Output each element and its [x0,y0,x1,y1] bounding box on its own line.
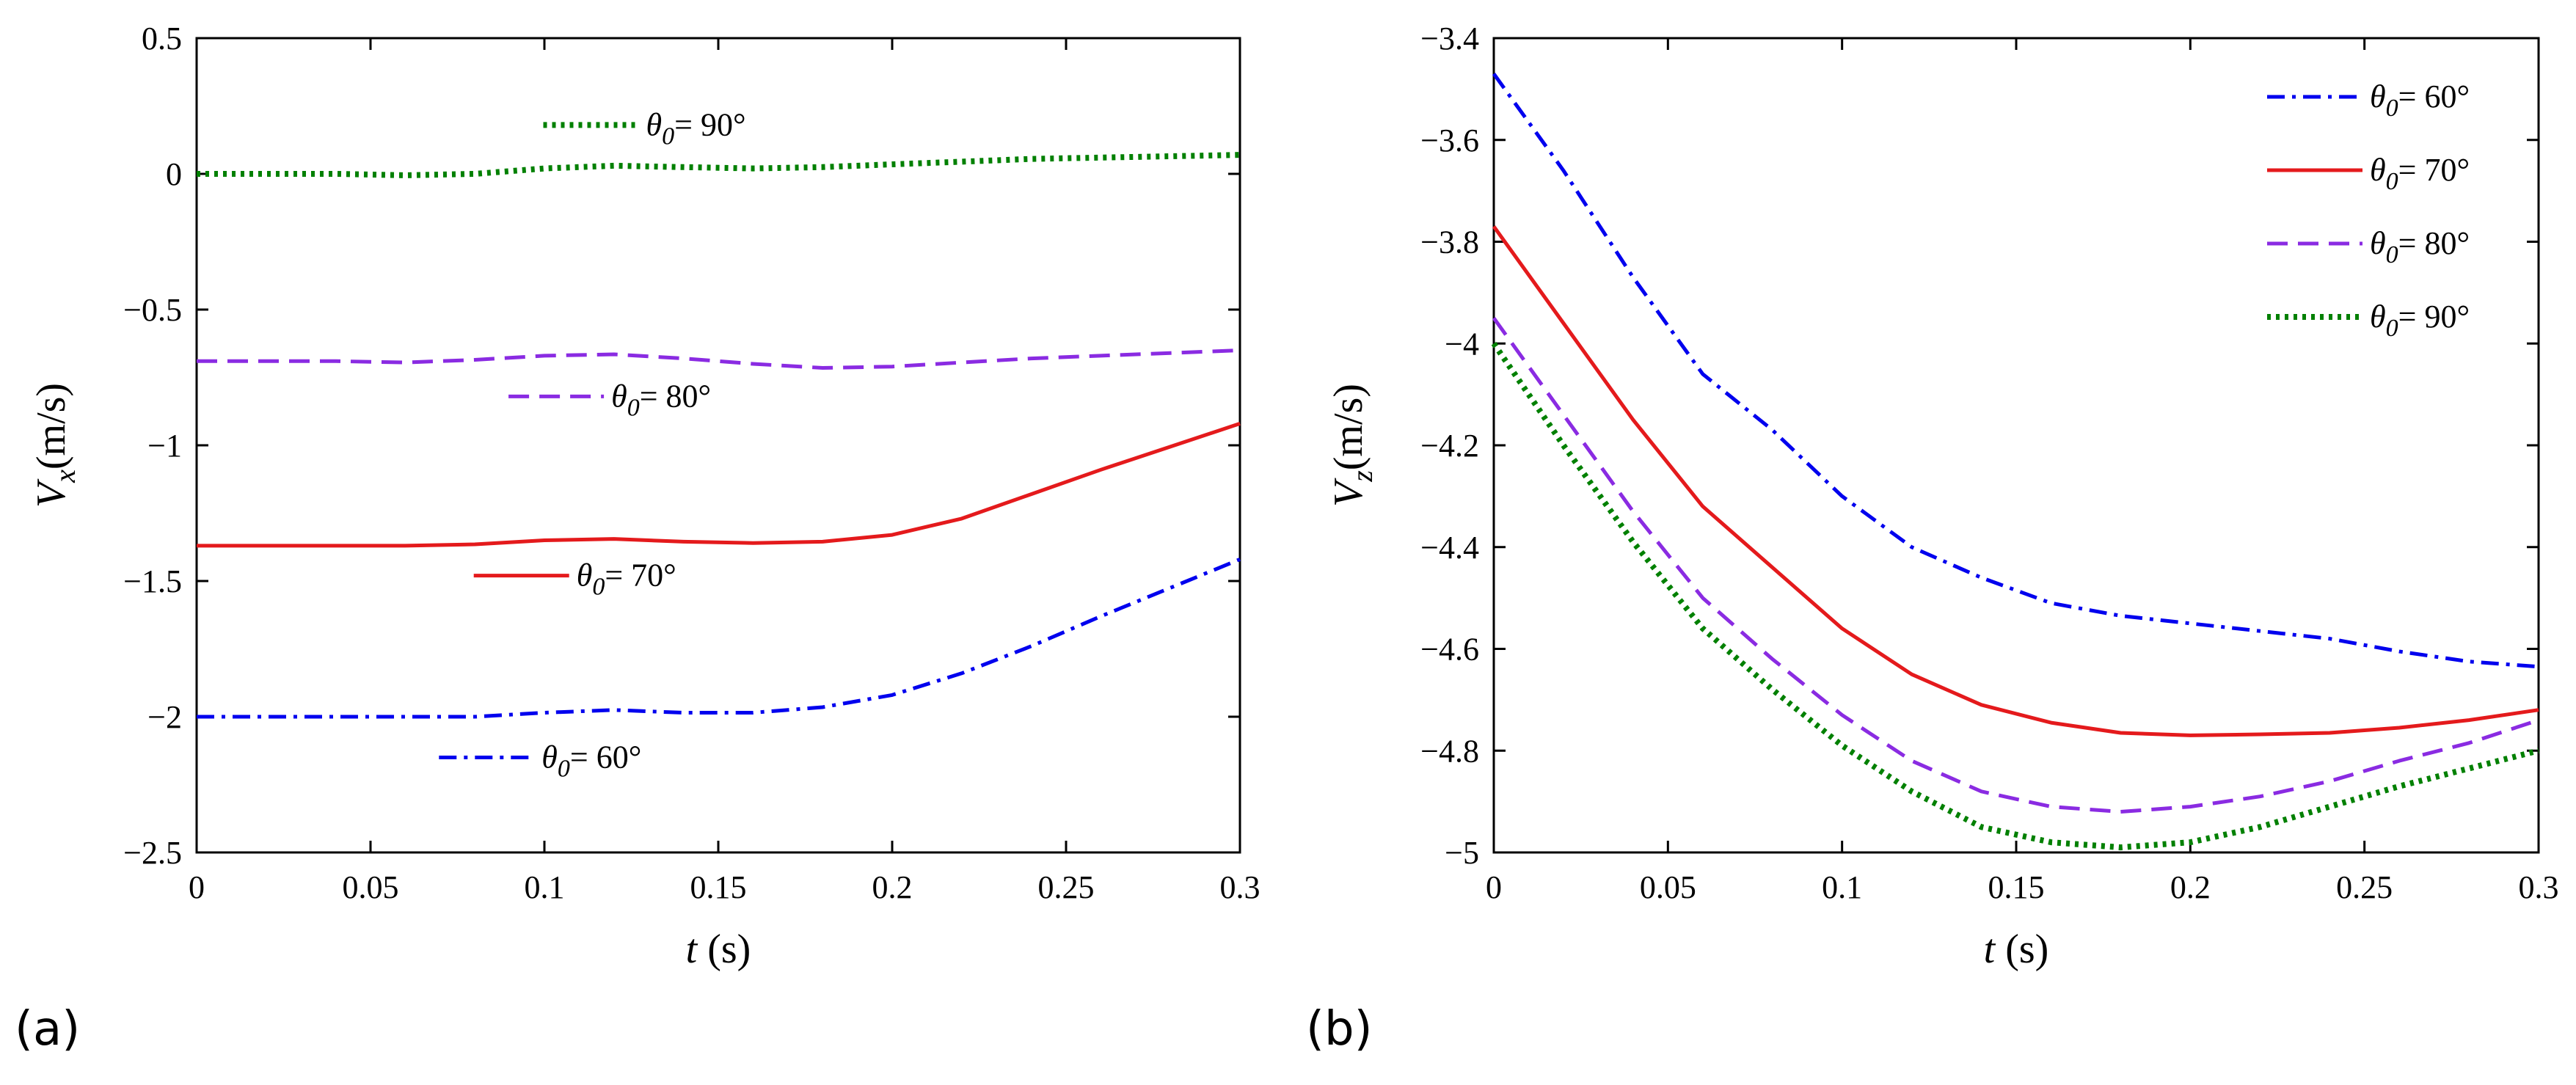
y-tick-label: −1 [147,428,182,464]
y-tick-label: −4 [1445,326,1479,362]
legend-label-a-70: θ0= 70° [577,558,676,601]
legend-label-a-80: θ0= 80° [611,378,711,421]
x-tick-label: 0.2 [2170,869,2211,905]
y-axis-label-a: Vx(m/s) [29,383,81,508]
y-tick-label: −0.5 [123,292,182,328]
x-tick-label: 0 [1486,869,1502,905]
chart-panel-a: 0 0.05 0.1 0.15 0.2 0.25 0.3 −2.5 −2 −1.5 −1 −0.5 0 0… [29,21,1260,972]
y-tick-label: −4.2 [1420,428,1479,464]
y-tick-label: −2.5 [123,835,182,871]
x-tick-label: 0.3 [1220,869,1260,905]
series-line-b-80 [1492,317,2539,814]
legend-label-a-90: θ0= 90° [646,106,746,150]
x-tick-label: 0.15 [1988,869,2045,905]
x-tick-label: 0.3 [2519,869,2559,905]
series-line-b-70 [1492,225,2539,737]
y-tick-label: −3.8 [1420,224,1479,260]
y-tick-label: 0 [166,156,182,192]
x-tick-label: 0.25 [2336,869,2393,905]
plot-frame-a [195,37,1241,854]
x-tick-label: 0.05 [343,869,399,905]
legend-label-b-60: θ0= 60° [2370,78,2470,122]
chart-panel-b: 0 0.05 0.1 0.15 0.2 0.25 0.3 −5 −4.8 −4.6 −4.4 −4.2… [1326,21,2559,972]
panel-label-a: (a) [15,1002,81,1056]
y-tick-label: 0.5 [142,21,182,56]
y-tick-label: −4.6 [1420,632,1479,668]
series-line-a-60 [197,558,1241,719]
x-axis-label-b: t (s) [1984,927,2049,972]
legend-label-a-60: θ0= 60° [541,739,641,783]
x-tick-label: 0.25 [1038,869,1095,905]
legend-label-b-80: θ0= 80° [2370,225,2470,268]
legend-label-b-90: θ0= 90° [2370,299,2470,342]
y-tick-label: −4.4 [1420,530,1479,566]
y-tick-label: −5 [1445,835,1479,871]
x-axis-label-a: t (s) [686,927,751,972]
y-tick-label: −3.4 [1420,21,1479,56]
x-tick-label: 0.2 [872,869,913,905]
legend-label-b-70: θ0= 70° [2370,152,2470,195]
y-tick-label: −2 [147,699,182,735]
panel-label-b: (b) [1306,1002,1373,1056]
series-line-b-90 [1491,342,2539,851]
series-line-b-60 [1492,73,2539,669]
y-tick-label: −1.5 [123,563,182,599]
x-tick-label: 0.1 [1822,869,1862,905]
x-tick-label: 0.1 [525,869,565,905]
y-tick-label: −3.6 [1420,123,1479,158]
x-tick-label: 0.05 [1640,869,1696,905]
x-tick-label: 0.15 [690,869,747,905]
series-line-a-80 [197,348,1241,370]
x-tick-label: 0 [189,869,205,905]
y-tick-label: −4.8 [1420,733,1479,769]
series-line-a-70 [197,422,1241,548]
y-axis-label-b: Vz(m/s) [1326,384,1379,507]
series-line-a-90 [197,152,1241,178]
